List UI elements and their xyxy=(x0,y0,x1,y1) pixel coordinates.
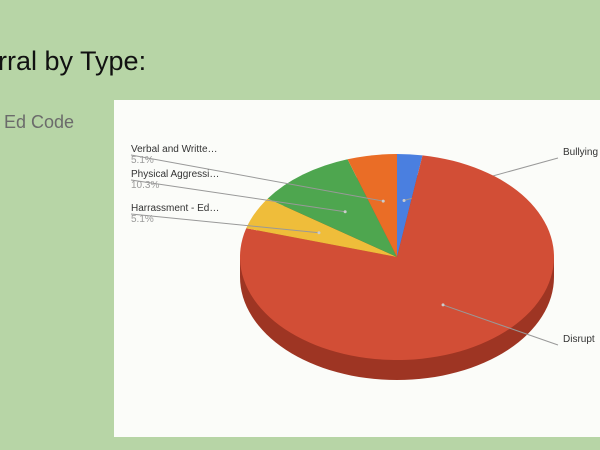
pie-slice xyxy=(246,198,397,257)
slice-label: Bullying xyxy=(563,147,598,158)
slice-percent: 5.1% xyxy=(131,214,154,225)
leader-line xyxy=(442,304,559,346)
leader-line xyxy=(130,213,320,234)
slice-percent: 5.1% xyxy=(131,155,154,166)
pie-slice xyxy=(239,155,554,360)
slice-label: Verbal and Writte… xyxy=(131,144,218,155)
pie-slice xyxy=(267,159,397,257)
leader-line xyxy=(130,154,384,202)
leader-dot xyxy=(381,199,385,203)
slice-label: Disrupt xyxy=(563,334,595,345)
slice-label: Harrassment - Ed… xyxy=(131,203,219,214)
pie-slice xyxy=(347,154,397,257)
slice-percent: 10.3% xyxy=(131,180,159,191)
leader-line xyxy=(130,179,346,213)
leader-dot xyxy=(317,231,321,235)
pie-slice xyxy=(397,154,423,257)
slide-subtitle: Ed Code xyxy=(4,112,75,132)
slide-title: rral by Type: xyxy=(0,46,147,76)
leader-dot xyxy=(343,210,347,214)
leader-dot xyxy=(441,303,445,307)
leader-dot xyxy=(402,199,406,203)
slice-label: Physical Aggressi… xyxy=(131,169,219,180)
